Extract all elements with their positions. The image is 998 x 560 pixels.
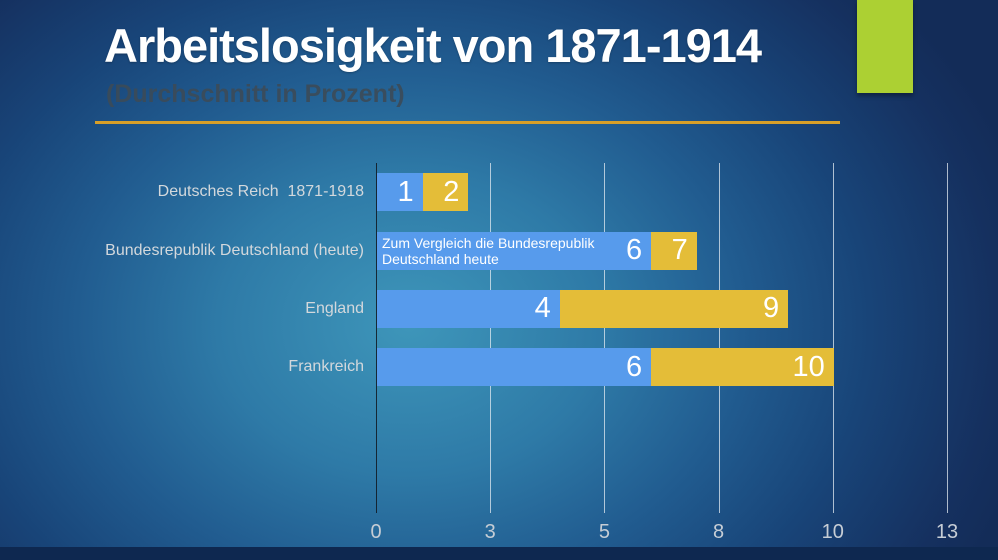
bar-annotation-text: Zum Vergleich die Bundesrepublik Deutsch… bbox=[382, 234, 595, 268]
bar-value-label: 4 bbox=[534, 292, 551, 325]
unemployment-bar-chart: 1 2 6 7 Zum Vergleich die Bundesrepublik Deu… bbox=[376, 163, 948, 513]
x-tick-label: 0 bbox=[370, 521, 382, 543]
slide-edge-strip bbox=[0, 547, 998, 560]
bar-value-label: 6 bbox=[625, 234, 643, 266]
gridline bbox=[490, 163, 492, 513]
bar-segment-max: 10 bbox=[651, 348, 834, 387]
slide-subtitle: (Durchschnitt in Prozent) bbox=[106, 80, 405, 108]
bar-segment-min: 4 bbox=[377, 289, 560, 328]
bar-value-label: 9 bbox=[762, 292, 780, 325]
category-label: Frankreich bbox=[288, 358, 364, 376]
bar-segment-min: 6 bbox=[377, 231, 652, 270]
x-tick-label: 5 bbox=[598, 521, 610, 543]
bar-value-label: 2 bbox=[443, 175, 460, 208]
gridline bbox=[947, 163, 948, 513]
gridline bbox=[604, 163, 606, 513]
gridline bbox=[832, 163, 834, 513]
bar-value-label: 6 bbox=[625, 350, 643, 383]
bar-segment-max: 9 bbox=[559, 289, 789, 328]
bar-value-label: 7 bbox=[671, 234, 688, 266]
x-tick-label: 10 bbox=[821, 521, 844, 543]
x-tick-label: 13 bbox=[935, 521, 959, 543]
category-label: England bbox=[305, 299, 364, 317]
axis-baseline bbox=[376, 163, 377, 513]
category-label: Deutsches Reich 1871-1918 bbox=[157, 183, 364, 201]
bar-segment-min: 1 bbox=[377, 173, 423, 212]
slide-title: Arbeitslosigkeit von 1871-1914 bbox=[104, 19, 762, 72]
bar-segment-max: 7 bbox=[651, 231, 697, 270]
bar-segment-min: 6 bbox=[377, 348, 652, 387]
x-tick-label: 8 bbox=[713, 521, 725, 543]
x-tick-label: 3 bbox=[484, 521, 496, 543]
title-divider-line bbox=[95, 121, 840, 124]
bar-value-label: 10 bbox=[792, 350, 825, 383]
bar-segment-max: 2 bbox=[422, 173, 469, 212]
category-label: Bundesrepublik Deutschland (heute) bbox=[105, 241, 364, 259]
gridline bbox=[718, 163, 720, 513]
bar-value-label: 1 bbox=[397, 175, 414, 208]
accent-rectangle bbox=[857, 0, 913, 93]
